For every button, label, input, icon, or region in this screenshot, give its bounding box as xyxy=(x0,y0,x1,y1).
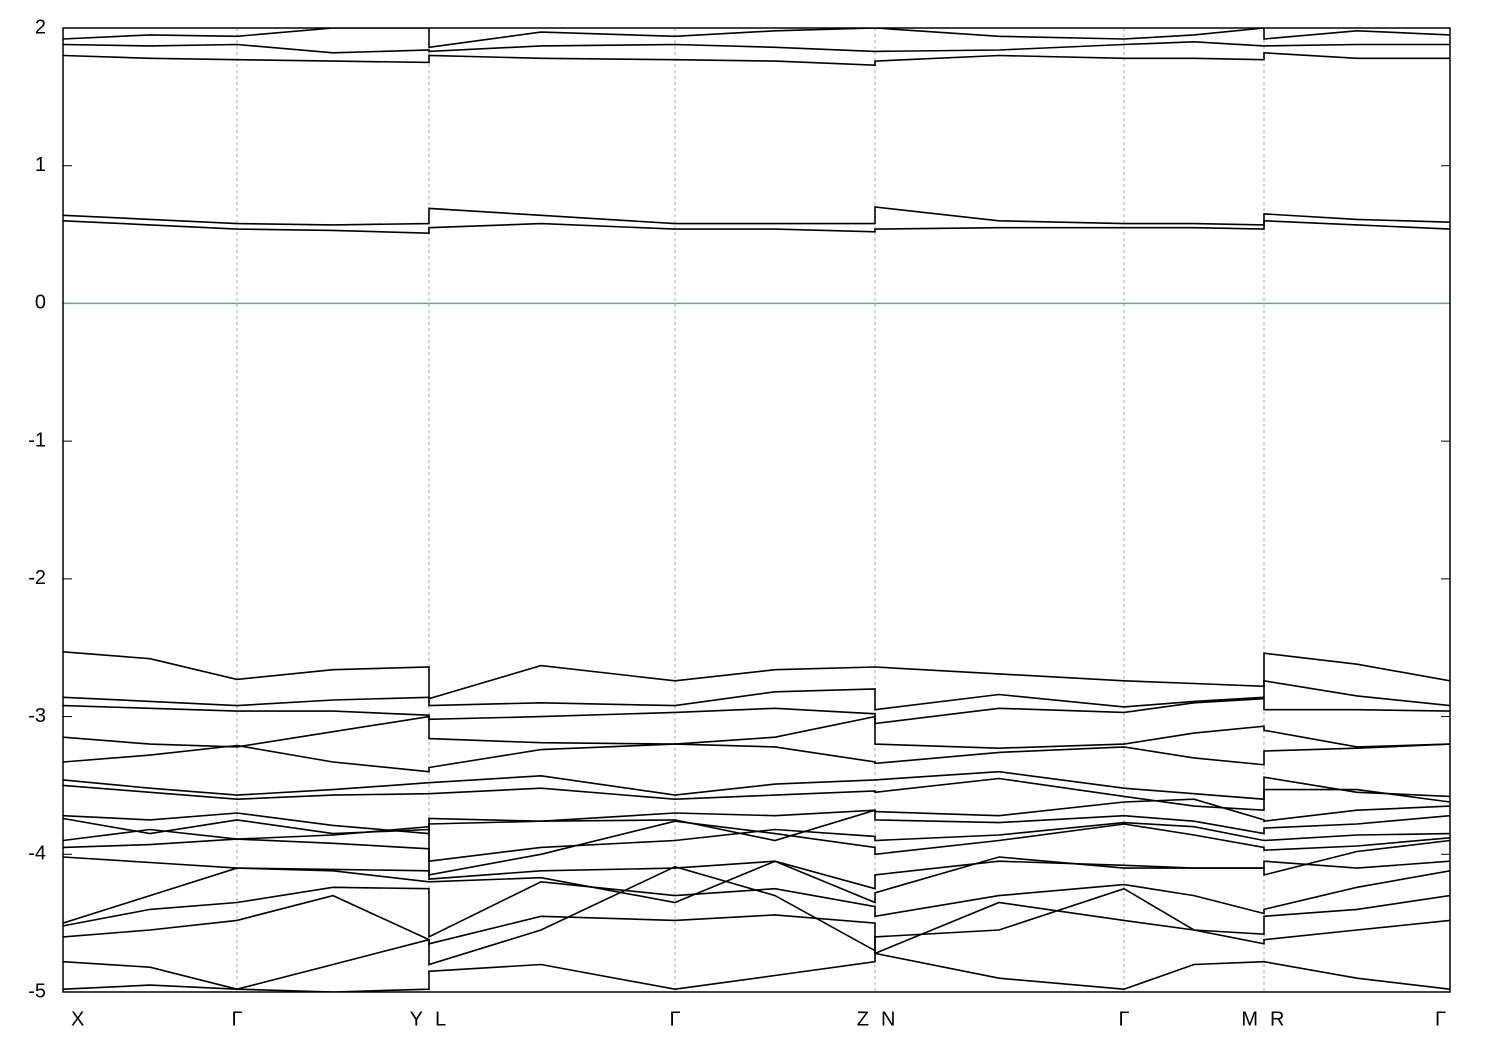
x-tick-label: Γ xyxy=(231,1008,242,1030)
band-line xyxy=(63,839,1450,924)
y-tick-label: -1 xyxy=(28,429,46,451)
x-tick-label: X xyxy=(71,1008,84,1030)
band-line xyxy=(63,715,1450,750)
band-line xyxy=(63,697,1450,725)
plot-frame xyxy=(62,27,1451,993)
band-line xyxy=(63,798,1450,835)
band-line xyxy=(63,870,1450,939)
x-tick-label: Γ xyxy=(1118,1008,1129,1030)
y-tick-label: -4 xyxy=(28,843,46,865)
band-line xyxy=(63,40,1450,54)
y-tick-label: 1 xyxy=(35,154,46,176)
band-line xyxy=(63,856,1450,890)
band-line xyxy=(63,865,1450,991)
band-line xyxy=(63,770,1450,801)
y-tick-label: 0 xyxy=(35,292,46,314)
x-tick-label: Z xyxy=(857,1008,869,1030)
x-tick-label: L xyxy=(435,1008,446,1030)
band-line xyxy=(63,777,1450,812)
band-line xyxy=(63,743,1450,773)
y-tick-label: -5 xyxy=(28,980,46,1002)
band-line xyxy=(63,894,1450,955)
y-tick-label: -2 xyxy=(28,567,46,589)
x-tick-label: N xyxy=(881,1008,895,1030)
band-line xyxy=(63,28,1450,49)
band-line xyxy=(63,651,1450,700)
band-line xyxy=(63,206,1450,226)
band-line xyxy=(63,809,1450,842)
y-tick-label: 2 xyxy=(35,16,46,38)
x-tick-label: Γ xyxy=(1435,1008,1446,1030)
x-tick-label: Γ xyxy=(669,1008,680,1030)
band-line xyxy=(63,51,1450,67)
y-tick-label: -3 xyxy=(28,705,46,727)
band-line xyxy=(63,679,1450,711)
x-tick-label: R xyxy=(1270,1008,1284,1030)
band-line xyxy=(63,219,1450,235)
band-line xyxy=(63,821,1450,863)
band-line xyxy=(63,952,1450,992)
x-tick-label: Y xyxy=(410,1008,423,1030)
band-line xyxy=(63,820,1450,876)
x-tick-label: M xyxy=(1241,1008,1258,1030)
